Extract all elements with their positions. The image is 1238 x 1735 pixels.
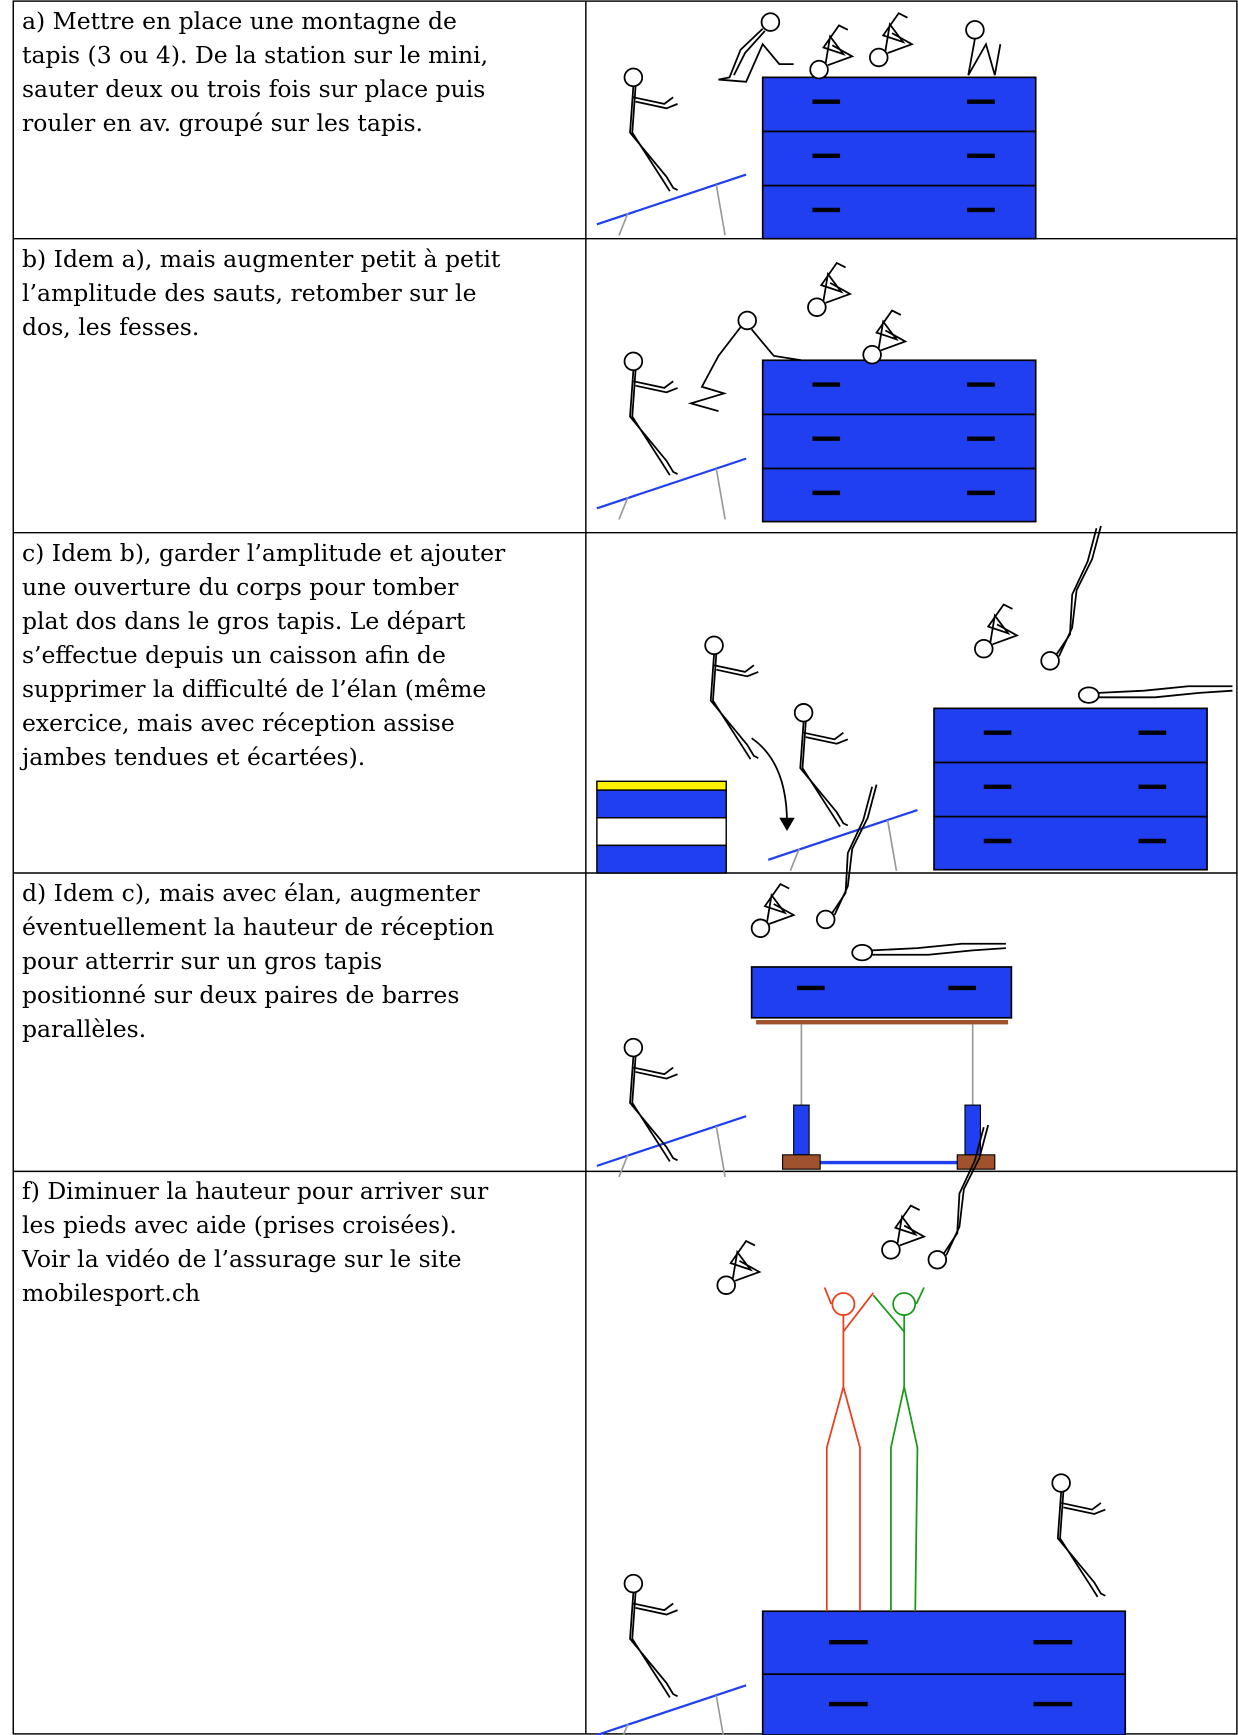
row-b-text: b) Idem a), mais augmenter petit à petit…	[22, 242, 582, 344]
row-a-text: a) Mettre en place une montagne de tapis …	[22, 4, 582, 140]
text-line: dos, les fesses.	[22, 313, 200, 341]
row-c-text: c) Idem b), garder l’amplitude et ajoute…	[22, 536, 582, 774]
row-f-text: f) Diminuer la hauteur pour arriver sur l…	[22, 1174, 582, 1310]
text-line: positionné sur deux paires de barres	[22, 981, 460, 1009]
text-line: rouler en av. groupé sur les tapis.	[22, 109, 423, 137]
text-line: d) Idem c), mais avec élan, augmenter	[22, 879, 480, 907]
text-line: parallèles.	[22, 1015, 147, 1043]
text-line: c) Idem b), garder l’amplitude et ajoute…	[22, 539, 506, 567]
text-line: jambes tendues et écartées).	[22, 743, 366, 771]
text-line: exercice, mais avec réception assise	[22, 709, 455, 737]
text-line: tapis (3 ou 4). De la station sur le min…	[22, 41, 489, 69]
row-d-text: d) Idem c), mais avec élan, augmenter éve…	[22, 876, 582, 1046]
text-line: b) Idem a), mais augmenter petit à petit	[22, 245, 501, 273]
text-line: les pieds avec aide (prises croisées).	[22, 1211, 457, 1239]
text-line: pour atterrir sur un gros tapis	[22, 947, 383, 975]
text-line: sauter deux ou trois fois sur place puis	[22, 75, 486, 103]
text-line: l’amplitude des sauts, retomber sur le	[22, 279, 477, 307]
text-line: a) Mettre en place une montagne de	[22, 7, 457, 35]
text-line: Voir la vidéo de l’assurage sur le site	[22, 1245, 462, 1273]
text-line: mobilesport.ch	[22, 1279, 201, 1307]
text-line: plat dos dans le gros tapis. Le départ	[22, 607, 466, 635]
text-line: s’effectue depuis un caisson afin de	[22, 641, 446, 669]
text-line: une ouverture du corps pour tomber	[22, 573, 459, 601]
text-line: éventuellement la hauteur de réception	[22, 913, 495, 941]
text-line: supprimer la difficulté de l’élan (même	[22, 675, 487, 703]
text-line: f) Diminuer la hauteur pour arriver sur	[22, 1177, 489, 1205]
